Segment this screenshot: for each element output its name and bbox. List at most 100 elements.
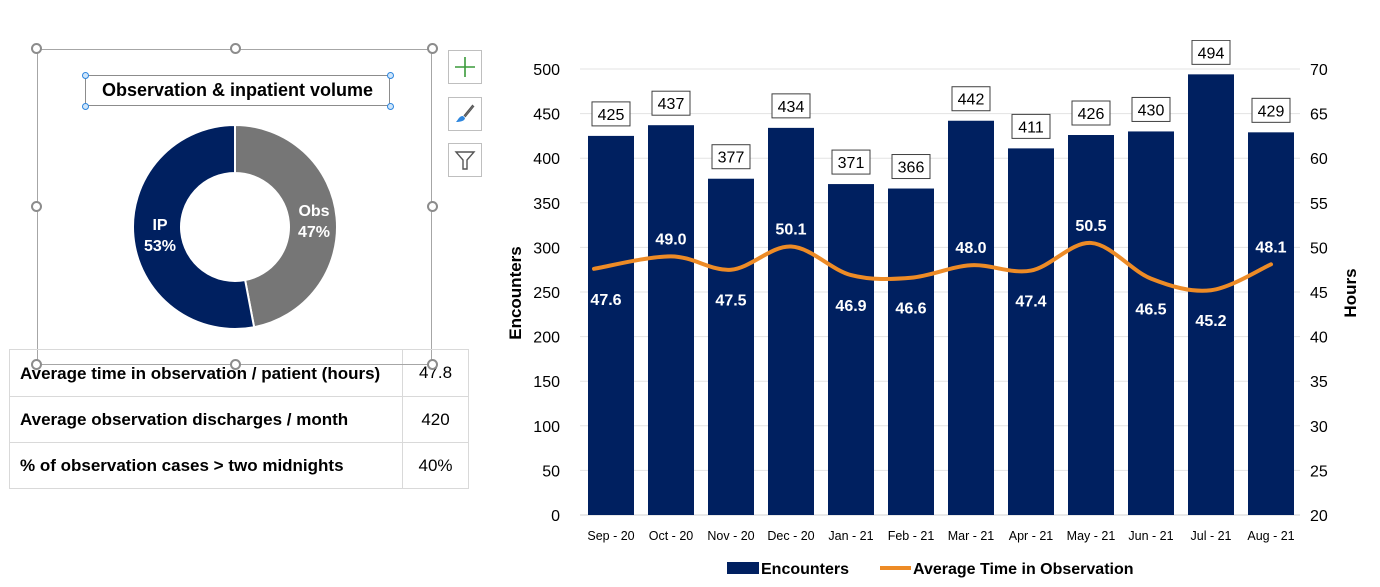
chart-styles-button[interactable] bbox=[448, 97, 482, 131]
ip-pct: 53% bbox=[143, 238, 177, 255]
table-row: Average observation discharges / month 4… bbox=[9, 396, 469, 443]
x-tick-label: Feb - 21 bbox=[888, 529, 935, 543]
y-tick-label: 100 bbox=[533, 419, 560, 436]
bar-label-box bbox=[711, 144, 751, 170]
line-value-label: 46.5 bbox=[1135, 302, 1166, 319]
bar-encounters bbox=[708, 178, 754, 515]
x-tick-label: Jun - 21 bbox=[1128, 529, 1173, 543]
legend-label-encounters: Encounters bbox=[761, 561, 849, 578]
y-tick-label: 300 bbox=[533, 240, 560, 257]
bar-value-label: 494 bbox=[1198, 45, 1225, 62]
obs-pct: 47% bbox=[297, 224, 331, 241]
y2-tick-label: 40 bbox=[1310, 330, 1328, 347]
x-tick-label: Jan - 21 bbox=[828, 529, 873, 543]
bar-label-box bbox=[951, 86, 991, 112]
bar-label-box bbox=[891, 154, 931, 180]
y2-tick-label: 60 bbox=[1310, 151, 1328, 168]
x-tick-label: May - 21 bbox=[1067, 529, 1116, 543]
stat-value: 420 bbox=[402, 396, 469, 443]
line-value-label: 47.4 bbox=[1015, 294, 1046, 311]
chart-elements-button[interactable] bbox=[448, 50, 482, 84]
line-value-label: 48.0 bbox=[955, 240, 986, 257]
y-tick-label: 350 bbox=[533, 196, 560, 213]
legend-swatch-encounters bbox=[727, 562, 759, 574]
bar-encounters bbox=[1068, 135, 1114, 515]
bar-encounters bbox=[768, 127, 814, 515]
y-tick-label: 150 bbox=[533, 374, 560, 391]
ip-label: IP bbox=[152, 217, 168, 234]
title-handle-tl[interactable] bbox=[82, 72, 89, 79]
resize-handle-bottom-left[interactable] bbox=[31, 359, 42, 370]
legend-label-avg-time: Average Time in Observation bbox=[913, 561, 1134, 578]
resize-handle-top-right[interactable] bbox=[427, 43, 438, 54]
line-value-label: 46.9 bbox=[835, 298, 866, 315]
table-row: Average time in observation / patient (h… bbox=[9, 349, 469, 397]
paintbrush-icon bbox=[456, 104, 475, 122]
bar-value-label: 425 bbox=[598, 107, 625, 124]
encounters-combo-chart: 425 437 377 434 371 366 442 411 426 430 494 429 47.6… bbox=[506, 40, 1360, 578]
line-value-label: 45.2 bbox=[1195, 313, 1226, 330]
x-tick-label: Jul - 21 bbox=[1191, 529, 1232, 543]
stat-label: % of observation cases > two midnights bbox=[9, 442, 403, 489]
stat-value: 40% bbox=[402, 442, 469, 489]
bar-value-label: 429 bbox=[1258, 103, 1285, 120]
bar-label-box bbox=[651, 90, 691, 116]
bar-encounters bbox=[1188, 74, 1234, 516]
title-handle-br[interactable] bbox=[387, 103, 394, 110]
resize-handle-bottom-right[interactable] bbox=[427, 359, 438, 370]
bar-label-box bbox=[771, 93, 811, 119]
resize-handle-middle-left[interactable] bbox=[31, 201, 42, 212]
y2-axis-title: Hours bbox=[1341, 268, 1360, 317]
y2-tick-label: 65 bbox=[1310, 107, 1328, 124]
bar-label-box bbox=[1071, 100, 1111, 126]
bar-encounters bbox=[1008, 148, 1054, 515]
title-handle-tr[interactable] bbox=[387, 72, 394, 79]
resize-handle-bottom-center[interactable] bbox=[230, 359, 241, 370]
x-tick-label: Nov - 20 bbox=[707, 529, 754, 543]
bar-encounters bbox=[948, 120, 994, 516]
bar-value-label: 371 bbox=[838, 155, 865, 172]
stat-label: Average time in observation / patient (h… bbox=[9, 349, 403, 397]
x-tick-label: Oct - 20 bbox=[649, 529, 694, 543]
resize-handle-top-center[interactable] bbox=[230, 43, 241, 54]
y-tick-label: 0 bbox=[551, 508, 560, 525]
line-avg-time-in-observation bbox=[592, 240, 1273, 293]
bar-label-box bbox=[1191, 40, 1231, 65]
bar-value-label: 411 bbox=[1018, 119, 1044, 136]
y-tick-label: 250 bbox=[533, 285, 560, 302]
bar-encounters bbox=[648, 125, 694, 516]
chart-filters-button[interactable] bbox=[448, 143, 482, 177]
bar-label-box bbox=[1011, 113, 1051, 139]
table-row: % of observation cases > two midnights 4… bbox=[9, 442, 469, 489]
bar-label-box bbox=[591, 101, 631, 127]
x-tick-label: Apr - 21 bbox=[1009, 529, 1054, 543]
resize-handle-top-left[interactable] bbox=[31, 43, 42, 54]
y-tick-label: 200 bbox=[533, 330, 560, 347]
line-value-label: 46.6 bbox=[895, 301, 926, 318]
stat-value: 47.8 bbox=[402, 349, 469, 397]
donut-chart-title[interactable]: Observation & inpatient volume bbox=[85, 75, 390, 106]
bar-value-label: 426 bbox=[1078, 106, 1105, 123]
donut-label-obs: Obs 47% bbox=[292, 201, 336, 243]
line-value-label: 49.0 bbox=[655, 231, 686, 248]
bar-encounters bbox=[588, 135, 634, 515]
y2-tick-label: 25 bbox=[1310, 463, 1328, 480]
x-tick-label: Mar - 21 bbox=[948, 529, 995, 543]
donut-label-ip: IP 53% bbox=[140, 215, 180, 257]
y2-tick-label: 50 bbox=[1310, 240, 1328, 257]
bar-encounters bbox=[828, 184, 874, 515]
title-handle-bl[interactable] bbox=[82, 103, 89, 110]
funnel-icon bbox=[454, 151, 476, 170]
y2-tick-label: 20 bbox=[1310, 508, 1328, 525]
resize-handle-middle-right[interactable] bbox=[427, 201, 438, 212]
y2-tick-label: 70 bbox=[1310, 62, 1328, 79]
line-value-label: 50.1 bbox=[775, 222, 806, 239]
donut-slice-obs bbox=[234, 123, 338, 329]
bar-value-label: 366 bbox=[898, 160, 925, 177]
line-value-label: 47.6 bbox=[590, 292, 621, 309]
x-tick-label: Aug - 21 bbox=[1247, 529, 1294, 543]
y-axis-title: Encounters bbox=[506, 246, 525, 340]
y-tick-label: 450 bbox=[533, 107, 560, 124]
bar-label-box bbox=[831, 149, 871, 175]
bar-label-box bbox=[1131, 96, 1171, 122]
